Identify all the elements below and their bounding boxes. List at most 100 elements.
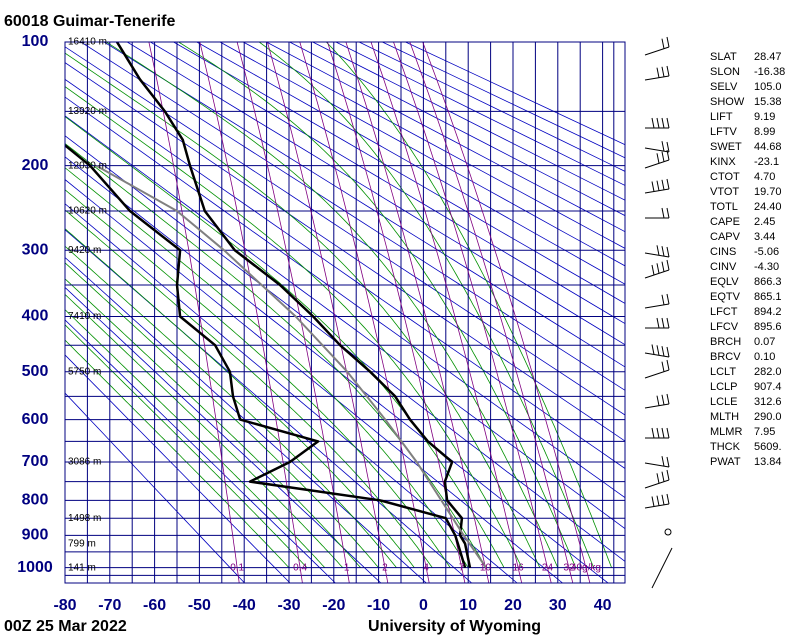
calm-marker [664,528,672,536]
mixing-ratio-label: 0.1 [230,562,244,573]
mixing-ratio-label: 4 [423,562,429,573]
barb-flag [666,149,670,161]
dry-adiabat [219,42,625,267]
footer-left: 00Z 25 Mar 2022 [4,618,127,635]
dry-adiabat [103,42,625,368]
index-value: 895.6 [754,321,782,333]
index-value: 15.38 [754,96,782,108]
y-tick-label: 400 [22,308,49,325]
y-tick-label: 100 [22,33,49,50]
barb-flag [656,67,660,78]
index-value: 28.47 [754,51,782,63]
index-name: SLAT [710,51,737,63]
index-name: LFTV [710,126,738,138]
wind-barb [645,317,670,329]
barb-flag [666,456,670,468]
wind-barb [645,117,670,129]
barb-staff [644,369,670,379]
mixing-ratio-line [370,42,523,583]
barb-flag [666,359,670,371]
index-value: 44.68 [754,141,782,153]
dry-adiabat [65,115,625,530]
dry-adiabat [65,286,382,583]
barb-flag [666,141,670,153]
barb-flag [651,427,655,439]
barb-flag [656,245,660,256]
index-name: CAPE [710,216,740,228]
mixing-ratio-label: 10 [480,562,492,573]
dry-adiabat [65,78,625,469]
barb-flag [666,317,670,329]
mixing-ratio-line [267,42,389,583]
barb-flag [661,179,665,190]
dry-adiabat [65,203,518,583]
dry-adiabat [65,354,291,583]
barb-flag [661,317,665,329]
dry-adiabat [196,42,625,285]
barb-flag [656,117,660,129]
barb-staff [644,403,670,409]
wind-barb [644,493,670,509]
wind-barb [644,245,670,258]
wind-barb [644,344,670,358]
moist-adiabat [65,142,487,568]
barb-flag [656,317,660,329]
barb-flag [661,394,665,405]
barb-flag [651,181,655,192]
x-tick-label: 40 [594,597,612,614]
dry-adiabat [65,179,563,583]
x-tick-label: -10 [367,597,390,614]
barb-flag [661,246,665,257]
index-name: MLTH [710,411,739,423]
index-name: TOTL [710,201,738,213]
y-tick-label: 900 [22,527,49,544]
index-name: EQLV [710,276,739,288]
index-name: SELV [710,81,738,93]
height-label: 141 m [68,562,96,573]
barb-flag [651,496,655,507]
barb-flag [661,346,665,357]
index-name: LFCV [710,321,739,333]
index-name: MLMR [710,426,742,438]
mixing-ratio-line [327,42,466,583]
x-tick-label: 10 [459,597,477,614]
barb-staff [644,147,670,153]
moist-adiabat [65,309,326,568]
dry-adiabat [126,42,625,346]
index-name: SWET [710,141,742,153]
index-name: LIFT [710,111,733,123]
barb-flag [661,456,665,467]
barb-flag [651,344,655,355]
index-name: LCLT [710,366,736,378]
barb-flag [661,117,665,129]
barb-flag [661,427,665,439]
dry-adiabat [65,96,625,499]
x-tick-label: -20 [322,597,345,614]
dry-adiabat [65,319,336,583]
barb-flag [661,38,665,49]
profiles [65,42,487,569]
index-name: CAPV [710,231,741,243]
barb-staff [644,503,670,509]
index-value: 0.07 [754,336,775,348]
barb-flag [656,153,660,164]
moist-adiabat [65,86,523,568]
index-value: 24.40 [754,201,782,213]
mixing-ratio-line [409,42,574,583]
mixing-ratio-label: 0.4 [293,562,307,573]
barb-flag [666,259,670,271]
barb-flag [661,207,665,219]
barb-flag [656,395,660,406]
barb-staff [644,352,670,358]
height-label: 1498 m [68,513,101,524]
index-value: 8.99 [754,126,775,138]
barb-flag [666,393,670,405]
index-value: -4.30 [754,261,779,273]
barb-flag [656,263,660,274]
barb-flag [656,427,660,439]
barb-flag [656,345,660,356]
index-value: 866.3 [754,276,782,288]
barb-staff [644,159,670,169]
x-tick-label: -60 [143,597,166,614]
